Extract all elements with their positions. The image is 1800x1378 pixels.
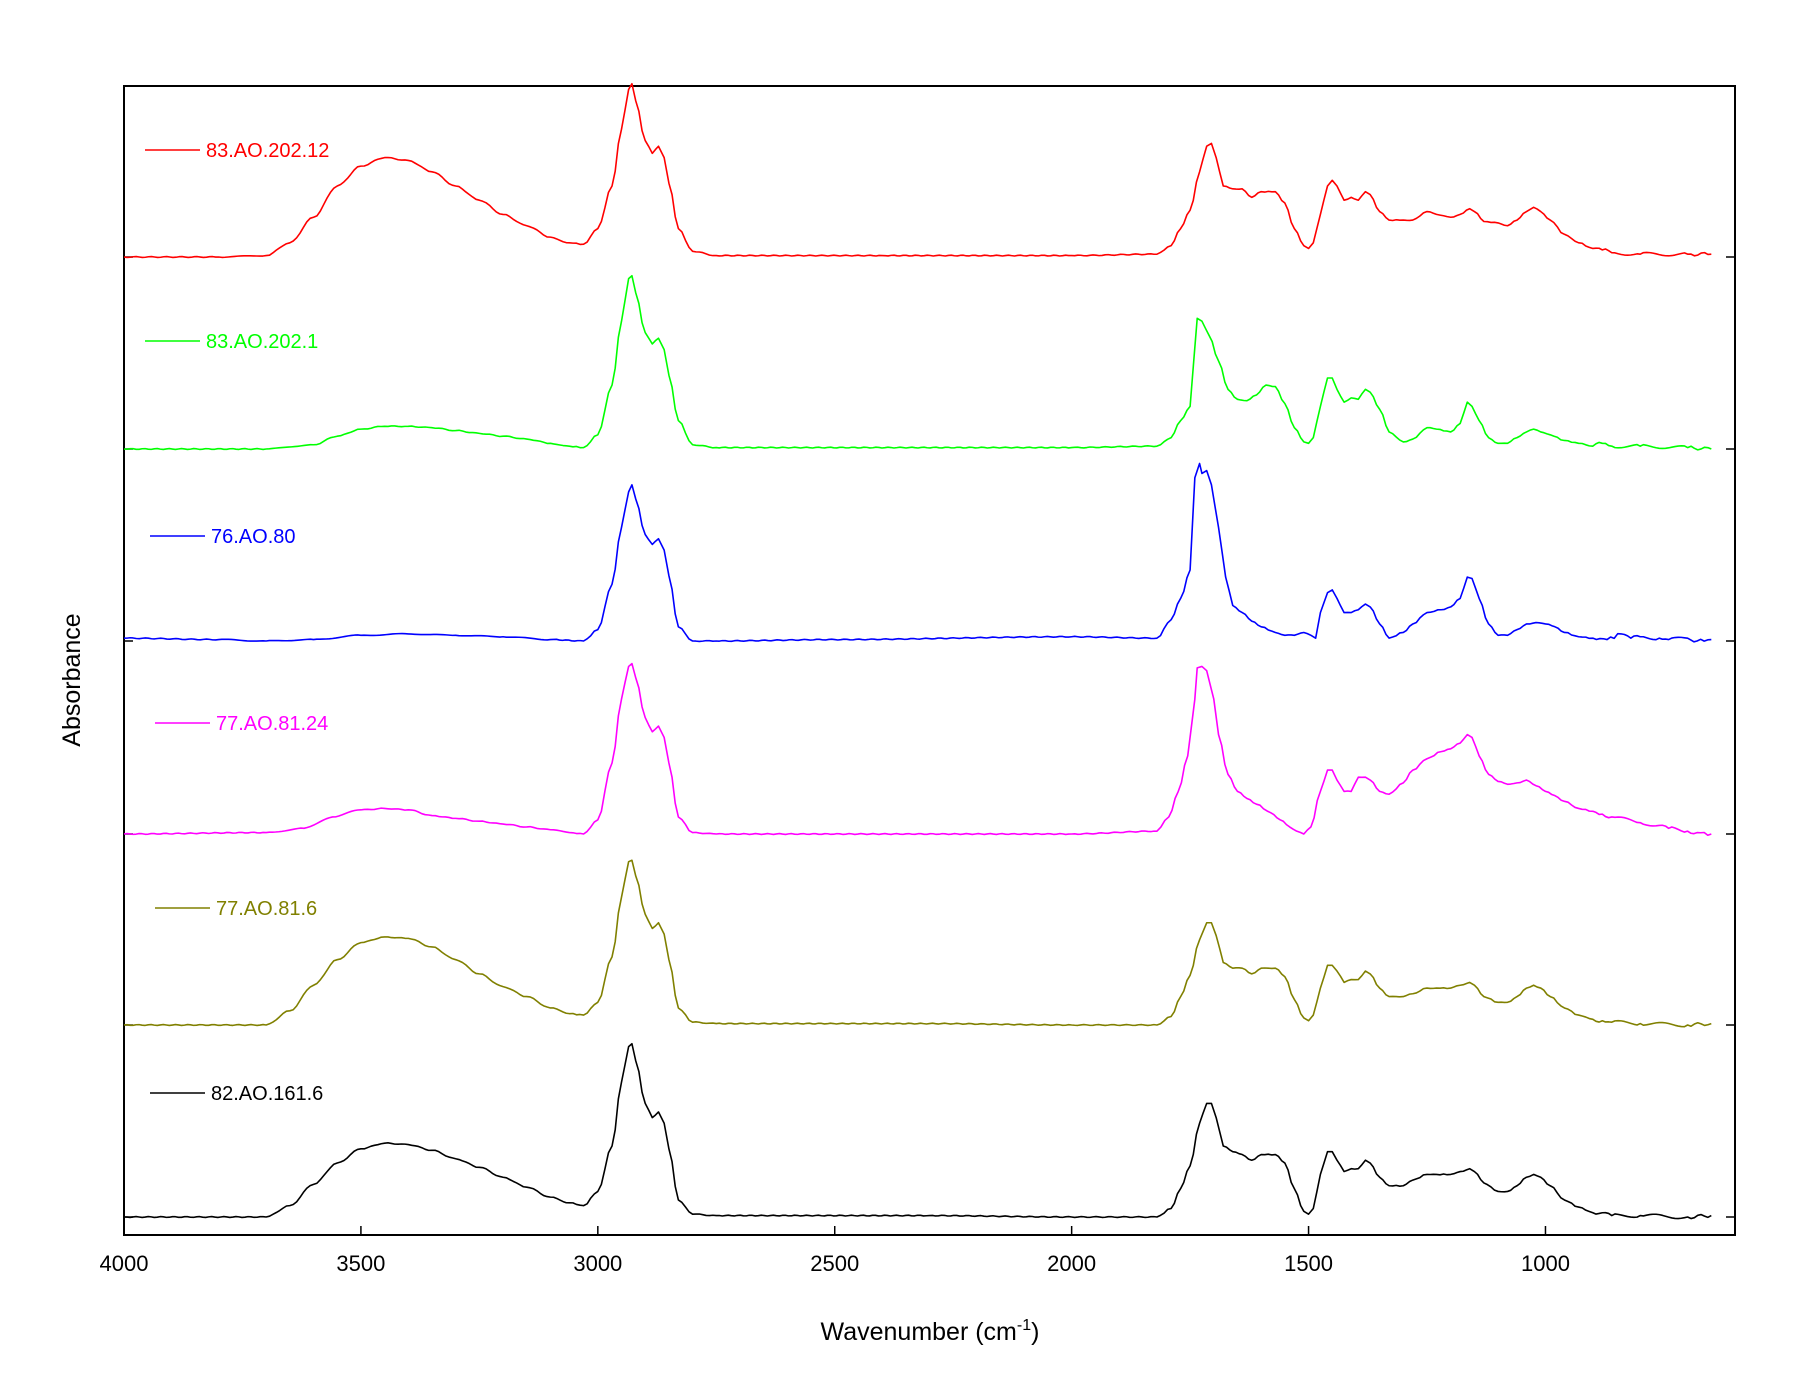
series-line-82.AO.161.6 <box>123 1042 1712 1220</box>
legend-label: 77.AO.81.24 <box>216 713 328 735</box>
series-line-83.AO.202.12 <box>123 82 1712 259</box>
legend-label: 82.AO.161.6 <box>211 1083 323 1105</box>
legend-label: 76.AO.80 <box>211 526 296 548</box>
plot-frame <box>123 85 1736 1236</box>
legend-label: 83.AO.202.1 <box>206 331 318 353</box>
x-axis-title: Wavenumber (cm-1) <box>821 1317 1040 1346</box>
series-line-76.AO.80 <box>123 462 1712 643</box>
x-axis-ticks: 4000 3500 3000 2500 2000 1500 1000 <box>100 1226 1570 1276</box>
x-tick-label: 3500 <box>336 1251 385 1276</box>
x-tick-label: 2000 <box>1047 1251 1096 1276</box>
series-line-77.AO.81.24 <box>123 662 1712 837</box>
y-axis-ticks <box>124 256 1735 1218</box>
legend-entries: 83.AO.202.12 83.AO.202.1 76.AO.80 77.AO.81.… <box>145 140 329 1105</box>
x-tick-label: 1000 <box>1521 1251 1570 1276</box>
legend-label: 77.AO.81.6 <box>216 898 317 920</box>
x-tick-label: 1500 <box>1284 1251 1333 1276</box>
y-axis-title: Absorbance <box>58 613 86 746</box>
spectra-traces <box>123 82 1712 1220</box>
x-tick-label: 4000 <box>100 1251 149 1276</box>
x-tick-label: 3000 <box>573 1251 622 1276</box>
series-line-83.AO.202.1 <box>123 274 1712 451</box>
series-line-77.AO.81.6 <box>123 859 1712 1028</box>
legend-label: 83.AO.202.12 <box>206 140 329 162</box>
x-tick-label: 2500 <box>810 1251 859 1276</box>
